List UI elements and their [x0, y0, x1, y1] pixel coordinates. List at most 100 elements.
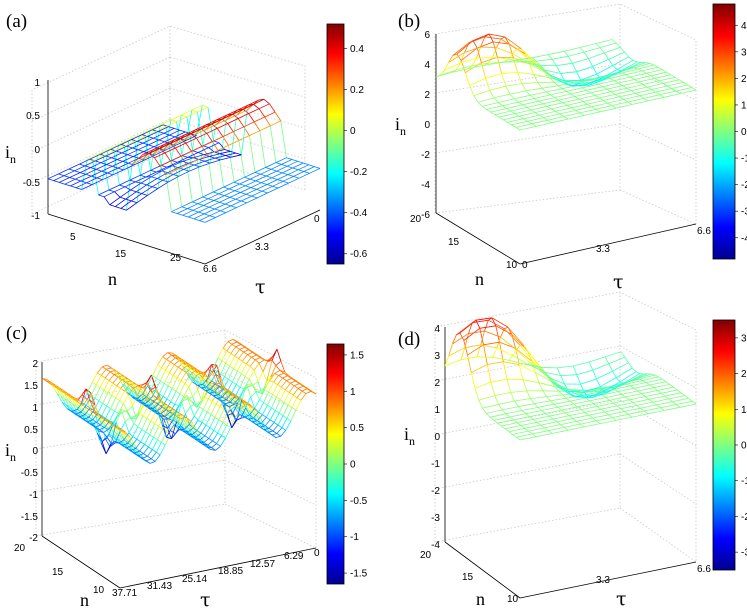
surface-mesh-line: [152, 439, 158, 450]
surface-mesh-line: [221, 424, 228, 436]
surface-mesh-line: [484, 330, 501, 338]
surface-mesh-line: [117, 167, 124, 171]
surface-mesh-line: [525, 90, 531, 96]
surface-mesh-line: [125, 386, 132, 396]
surface-mesh-line: [116, 159, 123, 162]
surface-mesh-line: [468, 330, 485, 334]
surface-mesh-line: [576, 369, 593, 376]
surface-mesh-line: [91, 175, 98, 179]
surface-mesh-line: [529, 63, 546, 74]
surface-mesh-line: [115, 370, 122, 379]
surface-mesh-line: [268, 428, 274, 432]
surface-mesh-line: [610, 91, 616, 95]
tick-label: -2: [29, 533, 38, 544]
surface-mesh-line: [80, 405, 87, 413]
surface-mesh-line: [580, 383, 585, 393]
surface-mesh-line: [114, 426, 120, 436]
surface-mesh-line: [552, 77, 570, 86]
surface-mesh-line: [108, 189, 115, 193]
surface-mesh-line: [493, 419, 498, 424]
surface-mesh-line: [203, 205, 210, 208]
surface-mesh-line: [198, 147, 209, 153]
surface-mesh-line: [240, 363, 247, 374]
surface-mesh-line: [191, 430, 198, 436]
surface-mesh-line: [558, 390, 563, 396]
surface-mesh-line: [526, 390, 531, 399]
surface-mesh-line: [226, 109, 238, 116]
surface-mesh-line: [149, 391, 156, 400]
surface-mesh-line: [550, 108, 556, 112]
surface-mesh-line: [157, 181, 169, 189]
surface-mesh-line: [151, 458, 156, 462]
surface-mesh-line: [142, 415, 148, 419]
surface-mesh-line: [157, 396, 164, 405]
surface-mesh-line: [246, 383, 252, 385]
surface-mesh-line: [174, 131, 186, 138]
surface-mesh-line: [248, 370, 255, 380]
surface-mesh-line: [190, 371, 196, 381]
surface-mesh-line: [158, 131, 164, 134]
surface-mesh-line: [514, 398, 531, 402]
surface-mesh-line: [215, 212, 227, 218]
surface-mesh-line: [162, 179, 169, 183]
surface-mesh-line: [520, 60, 537, 63]
surface-mesh-line: [204, 427, 211, 437]
surface-mesh-line: [207, 149, 219, 156]
surface-mesh-line: [275, 162, 282, 165]
surface-mesh-line: [180, 425, 185, 430]
surface-mesh-line: [658, 66, 663, 70]
surface-mesh-line: [100, 418, 106, 426]
surface-mesh-line: [222, 347, 228, 352]
surface-mesh-line: [252, 381, 259, 386]
surface-mesh-line: [192, 389, 199, 397]
surface-mesh-line: [579, 43, 597, 48]
surface-mesh-line: [262, 371, 268, 382]
surface-mesh-line: [580, 73, 597, 81]
surface-mesh-line: [103, 424, 110, 435]
surface-mesh-line: [141, 186, 153, 194]
surface-mesh-line: [98, 194, 105, 198]
surface-mesh-line: [561, 406, 578, 411]
surface-mesh-line: [647, 83, 664, 88]
surface-mesh-line: [637, 68, 643, 72]
surface-mesh-line: [259, 389, 266, 400]
surface-mesh-line: [464, 344, 481, 349]
surface-mesh-line: [251, 190, 263, 197]
surface-mesh-line: [123, 432, 130, 441]
surface-mesh-line: [248, 417, 254, 420]
surface-mesh-line: [249, 178, 256, 182]
surface-mesh-line: [136, 438, 141, 443]
surface-mesh-line: [150, 169, 157, 173]
surface-mesh-line: [210, 383, 216, 390]
surface-mesh-line: [501, 73, 507, 87]
surface-mesh-line: [546, 396, 551, 402]
surface-mesh-line: [188, 216, 194, 220]
surface-mesh-line: [186, 368, 192, 378]
surface-mesh-line: [276, 396, 281, 401]
surface-mesh-line: [140, 431, 147, 442]
surface-mesh-line: [626, 70, 643, 76]
surface-mesh-line: [546, 394, 563, 397]
surface-mesh-line: [597, 406, 602, 410]
colorbar-tick-label: -0.5: [350, 496, 368, 507]
surface-mesh-line: [238, 388, 245, 399]
surface-mesh-line: [582, 87, 587, 91]
surface-mesh-line: [303, 385, 309, 390]
surface-mesh-line: [182, 161, 189, 164]
surface-mesh-line: [440, 69, 457, 76]
surface-mesh-line: [211, 118, 223, 125]
surface-mesh-line: [187, 427, 194, 433]
surface-mesh-line: [543, 113, 560, 118]
surface-mesh-line: [231, 341, 238, 345]
surface-mesh-line: [261, 185, 273, 192]
surface-mesh-line: [128, 394, 133, 407]
surface-mesh-line: [635, 371, 640, 374]
surface-mesh-line: [575, 110, 581, 114]
surface-mesh-line: [645, 392, 662, 397]
surface-mesh-line: [209, 156, 216, 159]
colorbar-tick-label: -4: [741, 233, 747, 244]
surface-mesh-line: [559, 113, 565, 117]
surface-mesh-line: [135, 403, 142, 419]
surface-mesh-line: [293, 171, 305, 177]
surface-mesh-line: [679, 403, 697, 408]
